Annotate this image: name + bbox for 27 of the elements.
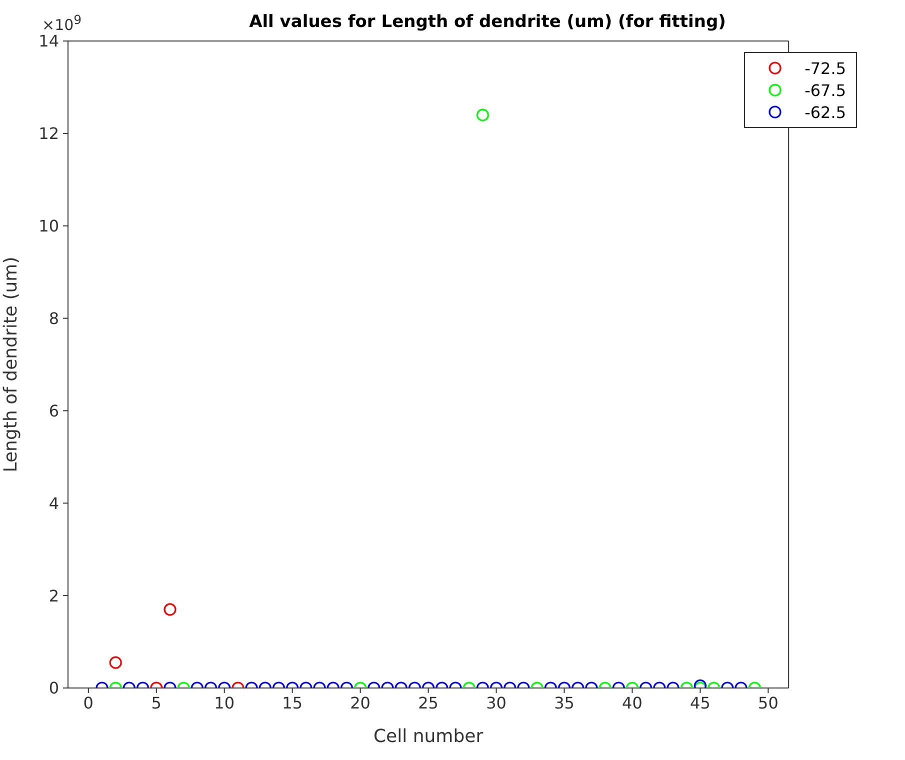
legend-label: -67.5	[804, 80, 846, 100]
y-tick-label: 2	[48, 586, 59, 606]
y-tick-label: 10	[38, 216, 59, 236]
legend-label: -72.5	[804, 58, 846, 78]
x-tick-label: 30	[486, 693, 506, 712]
y-tick-label: 12	[38, 124, 59, 144]
x-tick-label: 0	[83, 693, 94, 712]
y-tick-label: 6	[48, 401, 59, 420]
legend-label: -62.5	[804, 102, 846, 122]
x-tick-label: 5	[151, 693, 162, 712]
y-tick-label: 0	[48, 678, 59, 698]
x-tick-label: 20	[350, 693, 370, 712]
y-tick-label: 8	[48, 308, 59, 328]
x-tick-label: 25	[418, 693, 438, 712]
y-axis-title: Length of dendrite (um)	[0, 256, 22, 472]
y-tick-label: 4	[48, 494, 59, 513]
x-tick-label: 35	[554, 693, 574, 712]
x-tick-label: 50	[758, 693, 778, 712]
chart-title: All values for Length of dendrite (um) (for fitting)	[249, 12, 726, 32]
x-axis-title: Cell number	[373, 726, 484, 747]
text: ×10$^{9}$	[42, 12, 82, 34]
x-tick-label: 40	[622, 693, 642, 712]
y-tick-label: 14	[38, 32, 59, 51]
x-tick-label: 45	[690, 693, 710, 712]
x-tick-label: 15	[282, 693, 303, 712]
point	[476, 108, 489, 122]
x-tick-label: 10	[214, 693, 235, 712]
